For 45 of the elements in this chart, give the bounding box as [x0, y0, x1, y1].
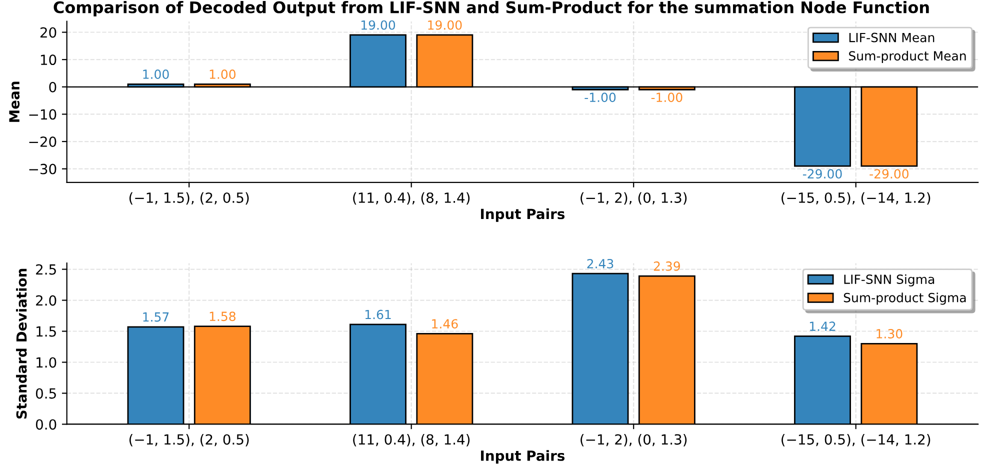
legend-label: Sum-product Mean: [849, 50, 966, 64]
y-tick-label: 0.5: [36, 388, 56, 399]
chart-title: Comparison of Decoded Output from LIF-SNN and Sum-Product for the summation Node Function: [54, 0, 929, 16]
data-label: 19.00: [361, 20, 396, 30]
data-label: 19.00: [428, 20, 462, 30]
y-tick-label: 0: [49, 82, 56, 92]
data-label: 1.00: [143, 70, 169, 79]
y-tick-label: 2.0: [36, 295, 56, 306]
data-label: -29.00: [802, 169, 842, 179]
legend-label: Sum-product Sigma: [844, 292, 966, 305]
x-tick-label: (−15, 0.5), (−14, 1.2): [782, 192, 930, 205]
data-label: -1.00: [584, 92, 616, 102]
data-label: 1.57: [143, 312, 169, 322]
x-tick-label: (11, 0.4), (8, 1.4): [353, 192, 470, 205]
legend-label: LIF-SNN Mean: [849, 32, 934, 42]
data-label: 1.30: [876, 328, 902, 338]
x-tick-label: (11, 0.4), (8, 1.4): [353, 434, 470, 446]
data-label: 1.46: [432, 319, 458, 329]
y-axis-title: Standard Deviation: [16, 268, 27, 419]
y-tick-label: −30: [29, 164, 56, 174]
data-label: -1.00: [651, 92, 682, 102]
y-tick-label: 1.5: [36, 326, 56, 337]
x-tick-label: (−1, 2), (0, 1.3): [580, 434, 687, 446]
y-axis-title: Mean: [9, 82, 20, 122]
y-tick-label: 20: [40, 27, 56, 38]
y-tick-label: 2.5: [36, 264, 56, 275]
y-tick-label: −10: [29, 109, 56, 120]
data-label: 1.61: [365, 310, 391, 320]
y-tick-label: 1.0: [36, 357, 56, 368]
data-label: 1.00: [210, 70, 236, 79]
x-tick-label: (−1, 1.5), (2, 0.5): [129, 434, 249, 446]
x-axis-title: Input Pairs: [481, 208, 565, 222]
x-axis-title: Input Pairs: [481, 450, 565, 464]
legend-label: LIF-SNN Sigma: [844, 274, 934, 286]
y-tick-label: 0.0: [36, 419, 56, 430]
x-tick-label: (−1, 1.5), (2, 0.5): [129, 192, 249, 205]
data-label: 2.43: [587, 258, 614, 268]
data-label: 2.39: [654, 261, 680, 271]
data-label: 1.58: [210, 312, 236, 322]
y-tick-label: 10: [40, 54, 56, 66]
data-label: 1.42: [810, 322, 836, 331]
x-tick-label: (−1, 2), (0, 1.3): [580, 192, 687, 205]
data-label: -29.00: [870, 169, 908, 179]
y-tick-label: −20: [29, 136, 56, 147]
x-tick-label: (−15, 0.5), (−14, 1.2): [782, 434, 930, 446]
